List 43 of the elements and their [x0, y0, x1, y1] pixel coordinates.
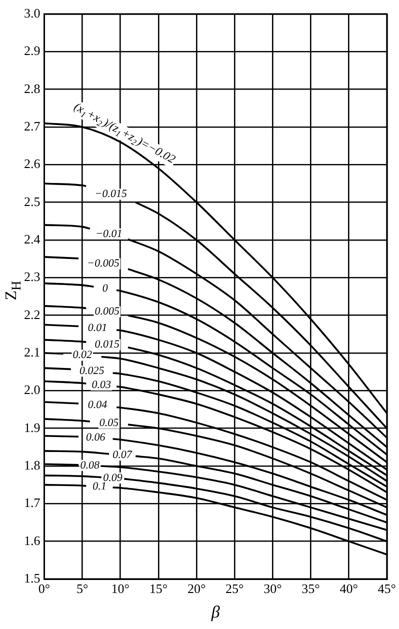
y-tick-label: 2.2	[24, 306, 40, 322]
y-tick-label: 1.9	[24, 420, 40, 435]
y-tick-label: 2.4	[24, 231, 41, 246]
y-tick-label: 2.0	[24, 382, 40, 398]
series-label: 0.05	[99, 416, 120, 429]
series-label: 0	[102, 282, 108, 294]
x-tick-label: 0°	[38, 581, 50, 596]
series-label: 0.08	[80, 459, 100, 472]
series-label: −0.01	[96, 228, 122, 240]
y-tick-label: 2.6	[24, 156, 41, 172]
x-tick-label: 10°	[111, 581, 130, 596]
series-label: −0.005	[87, 258, 120, 270]
series-label: 0.06	[86, 432, 106, 444]
series-label: 0.01	[88, 322, 108, 334]
series-label: 0.03	[92, 378, 112, 391]
y-tick-label: 1.7	[24, 495, 41, 510]
y-tick-label: 1.6	[24, 532, 41, 548]
series-label: 0.015	[94, 338, 120, 351]
series-label: −0.015	[94, 188, 128, 200]
y-tick-label: 2.8	[24, 80, 40, 96]
y-tick-label: 1.8	[24, 457, 40, 472]
x-tick-label: 35°	[302, 581, 320, 596]
series-label: 0.025	[79, 364, 105, 377]
series-label: 0.005	[94, 306, 120, 318]
x-tick-label: 15°	[149, 581, 168, 596]
x-tick-label: 45°	[378, 581, 396, 596]
y-tick-label: 2.5	[24, 194, 40, 209]
y-tick-label: 2.9	[24, 43, 40, 58]
y-tick-label: 3.0	[24, 5, 40, 20]
y-tick-label: 2.1	[24, 344, 40, 360]
x-tick-label: 20°	[187, 581, 206, 596]
series-label: 0.07	[112, 448, 132, 461]
y-tick-label: 1.5	[24, 570, 40, 586]
x-axis-title: β	[210, 602, 220, 622]
x-tick-label: 25°	[226, 581, 244, 596]
x-tick-label: 5°	[76, 581, 88, 596]
y-tick-label: 2.7	[24, 118, 41, 134]
series-label: 0.02	[72, 349, 92, 362]
series-label: 0.04	[88, 399, 108, 412]
x-tick-label: 40°	[340, 581, 358, 596]
x-tick-label: 30°	[264, 581, 282, 596]
series-label: 0.09	[103, 472, 123, 484]
y-tick-label: 2.3	[24, 269, 40, 284]
